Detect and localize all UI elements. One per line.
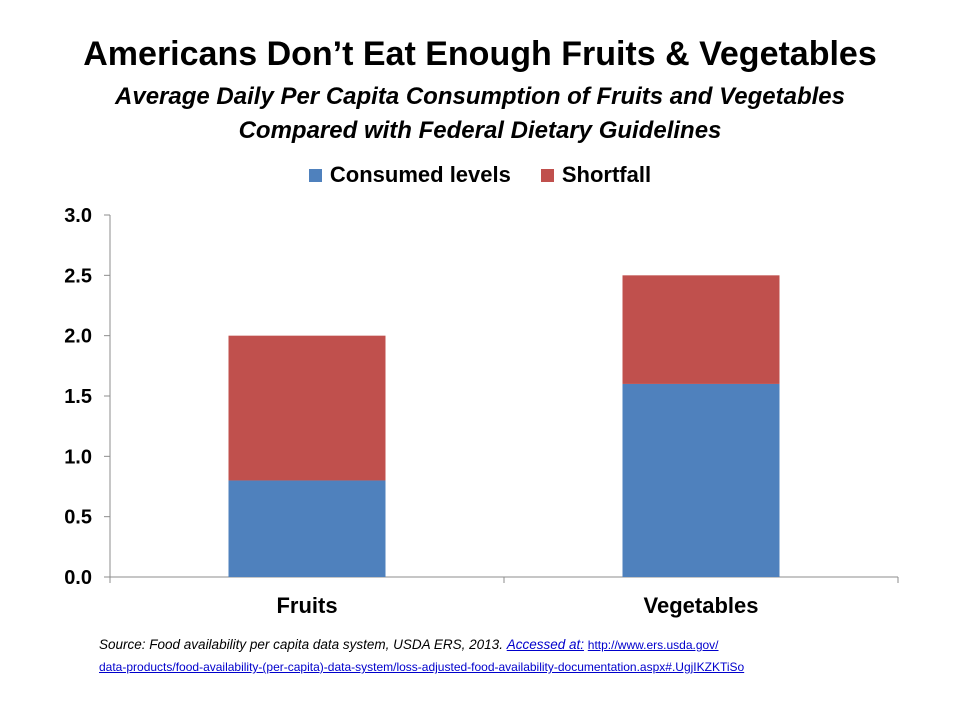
legend-item-shortfall: Shortfall [540, 162, 652, 188]
bar-shortfall-fruits [228, 335, 386, 481]
bar-shortfall-vegetables [622, 275, 780, 384]
y-tick-label: 1.0 [64, 446, 92, 468]
subtitle-line-2: Compared with Federal Dietary Guidelines [238, 117, 722, 144]
x-category-label-vegetables: Vegetables [644, 593, 759, 618]
accessed-at-link[interactable]: Accessed at: [506, 637, 585, 652]
legend-swatch-shortfall [540, 168, 554, 182]
y-tick-label: 3.0 [64, 205, 92, 227]
source-url-link-2[interactable]: data-products/food-availability-(per-cap… [99, 660, 745, 674]
y-tick-label: 0.0 [64, 567, 92, 589]
y-tick-label: 0.5 [64, 507, 92, 529]
subtitle-line-1: Average Daily Per Capita Consumption of … [115, 83, 845, 110]
chart-legend: Consumed levels Shortfall [0, 162, 960, 188]
y-tick-label: 2.5 [64, 265, 92, 287]
legend-label-consumed: Consumed levels [329, 162, 511, 187]
legend-item-consumed: Consumed levels [308, 162, 511, 188]
legend-swatch-consumed [308, 168, 322, 182]
bar-consumed-fruits [228, 480, 386, 577]
bar-consumed-vegetables [622, 383, 780, 577]
y-tick-label: 1.5 [64, 386, 92, 408]
x-category-label-fruits: Fruits [276, 593, 337, 618]
chart-title: Americans Don’t Eat Enough Fruits & Vege… [83, 35, 877, 73]
source-citation: Source: Food availability per capita dat… [99, 637, 503, 652]
y-tick-label: 2.0 [64, 326, 92, 348]
source-url-link-1[interactable]: http://www.ers.usda.gov/ [587, 638, 719, 652]
legend-label-shortfall: Shortfall [561, 162, 652, 187]
source-note: Source: Food availability per capita dat… [99, 634, 919, 678]
source-line-2: data-products/food-availability-(per-cap… [99, 656, 919, 678]
chart-subtitle: Average Daily Per Capita Consumption of … [0, 80, 960, 148]
source-line-1: Source: Food availability per capita dat… [99, 634, 919, 656]
